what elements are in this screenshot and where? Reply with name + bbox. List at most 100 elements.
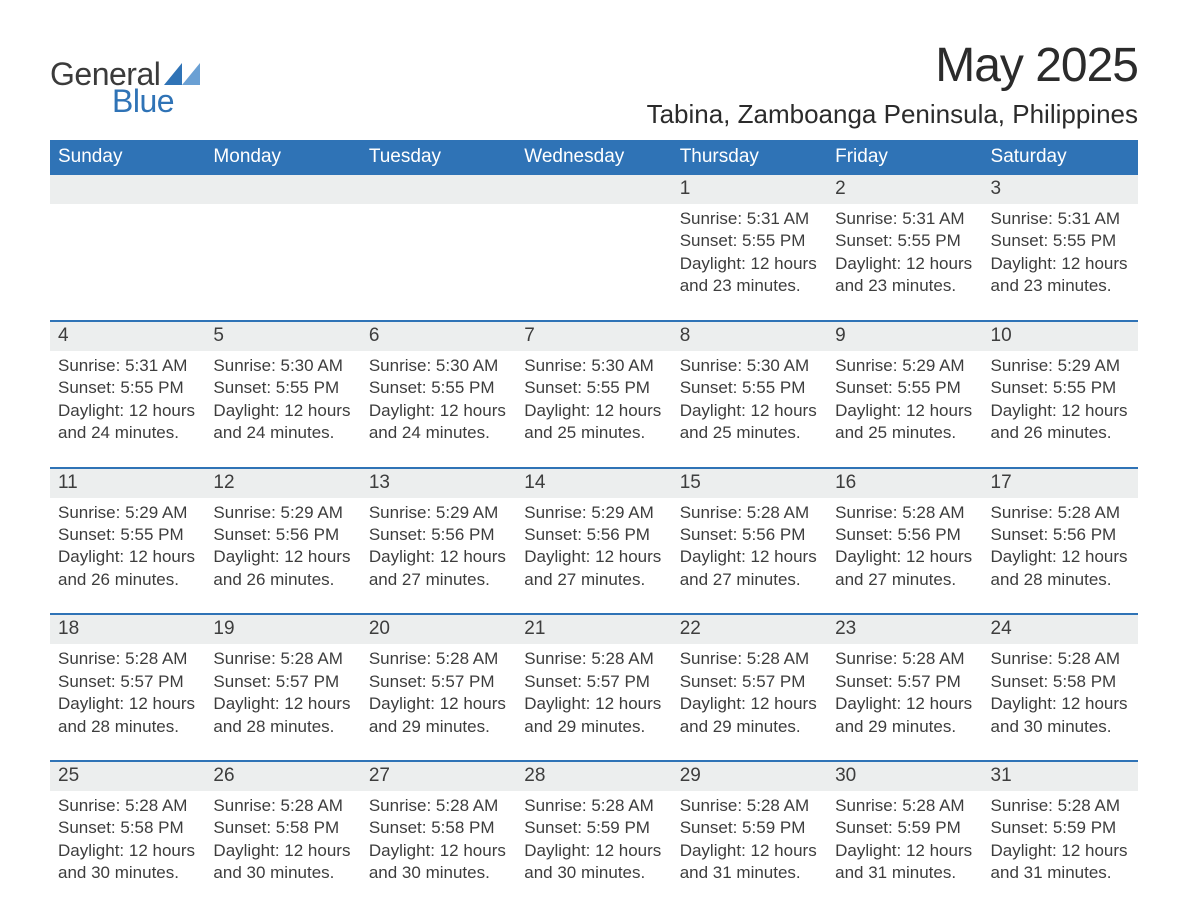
dow-wednesday: Wednesday [516,140,671,175]
daylight-line: Daylight: 12 hours and 28 minutes. [991,546,1130,591]
day-detail-cell: Sunrise: 5:28 AMSunset: 5:57 PMDaylight:… [827,644,982,761]
sunset-line: Sunset: 5:59 PM [524,817,663,839]
sunrise-line: Sunrise: 5:28 AM [369,795,508,817]
day-number: 4 [50,322,205,351]
location-subtitle: Tabina, Zamboanga Peninsula, Philippines [647,99,1138,130]
daylight-line: Daylight: 12 hours and 30 minutes. [524,840,663,885]
day-detail-row: Sunrise: 5:28 AMSunset: 5:58 PMDaylight:… [50,791,1138,907]
daylight-line: Daylight: 12 hours and 30 minutes. [58,840,197,885]
dow-thursday: Thursday [672,140,827,175]
day-detail-cell: Sunrise: 5:28 AMSunset: 5:58 PMDaylight:… [361,791,516,907]
sunrise-line: Sunrise: 5:30 AM [369,355,508,377]
empty-day-detail [205,204,360,321]
day-detail-cell: Sunrise: 5:28 AMSunset: 5:57 PMDaylight:… [50,644,205,761]
sunset-line: Sunset: 5:55 PM [991,230,1130,252]
day-detail-cell: Sunrise: 5:28 AMSunset: 5:59 PMDaylight:… [516,791,671,907]
day-number: 19 [205,615,360,644]
daylight-line: Daylight: 12 hours and 27 minutes. [524,546,663,591]
daylight-line: Daylight: 12 hours and 30 minutes. [369,840,508,885]
sunrise-line: Sunrise: 5:29 AM [524,502,663,524]
empty-day [50,175,205,204]
day-number: 27 [361,762,516,791]
sunset-line: Sunset: 5:57 PM [213,671,352,693]
sunset-line: Sunset: 5:55 PM [369,377,508,399]
sunset-line: Sunset: 5:59 PM [835,817,974,839]
day-number: 11 [50,469,205,498]
sunrise-line: Sunrise: 5:29 AM [58,502,197,524]
day-number: 3 [983,175,1138,204]
daylight-line: Daylight: 12 hours and 31 minutes. [680,840,819,885]
day-detail-cell: Sunrise: 5:31 AMSunset: 5:55 PMDaylight:… [827,204,982,321]
sunset-line: Sunset: 5:55 PM [991,377,1130,399]
sunset-line: Sunset: 5:58 PM [213,817,352,839]
sunset-line: Sunset: 5:55 PM [524,377,663,399]
day-detail-cell: Sunrise: 5:28 AMSunset: 5:57 PMDaylight:… [205,644,360,761]
sunrise-line: Sunrise: 5:28 AM [524,795,663,817]
day-detail-row: Sunrise: 5:31 AMSunset: 5:55 PMDaylight:… [50,351,1138,468]
sunrise-line: Sunrise: 5:28 AM [213,795,352,817]
daylight-line: Daylight: 12 hours and 26 minutes. [991,400,1130,445]
sunrise-line: Sunrise: 5:28 AM [524,648,663,670]
sunrise-line: Sunrise: 5:31 AM [835,208,974,230]
empty-day-detail [361,204,516,321]
sunrise-line: Sunrise: 5:30 AM [524,355,663,377]
day-detail-cell: Sunrise: 5:29 AMSunset: 5:55 PMDaylight:… [983,351,1138,468]
sunrise-line: Sunrise: 5:30 AM [213,355,352,377]
sunset-line: Sunset: 5:57 PM [58,671,197,693]
day-number: 8 [672,322,827,351]
day-detail-row: Sunrise: 5:31 AMSunset: 5:55 PMDaylight:… [50,204,1138,321]
sunset-line: Sunset: 5:55 PM [213,377,352,399]
day-detail-cell: Sunrise: 5:31 AMSunset: 5:55 PMDaylight:… [50,351,205,468]
day-number: 9 [827,322,982,351]
sunrise-line: Sunrise: 5:28 AM [58,648,197,670]
day-detail-cell: Sunrise: 5:30 AMSunset: 5:55 PMDaylight:… [205,351,360,468]
day-number: 16 [827,469,982,498]
day-number: 22 [672,615,827,644]
sunrise-line: Sunrise: 5:28 AM [680,795,819,817]
header: General Blue May 2025 Tabina, Zamboanga … [50,38,1138,140]
day-number: 5 [205,322,360,351]
sunrise-line: Sunrise: 5:28 AM [991,795,1130,817]
day-number: 14 [516,469,671,498]
month-title: May 2025 [647,38,1138,93]
day-number: 2 [827,175,982,204]
day-detail-cell: Sunrise: 5:29 AMSunset: 5:55 PMDaylight:… [50,498,205,615]
day-number: 30 [827,762,982,791]
daylight-line: Daylight: 12 hours and 29 minutes. [680,693,819,738]
sunrise-line: Sunrise: 5:31 AM [680,208,819,230]
day-number: 12 [205,469,360,498]
daylight-line: Daylight: 12 hours and 25 minutes. [835,400,974,445]
day-detail-cell: Sunrise: 5:28 AMSunset: 5:56 PMDaylight:… [672,498,827,615]
sunrise-line: Sunrise: 5:28 AM [680,502,819,524]
empty-day-detail [516,204,671,321]
daylight-line: Daylight: 12 hours and 29 minutes. [369,693,508,738]
daylight-line: Daylight: 12 hours and 27 minutes. [835,546,974,591]
sunrise-line: Sunrise: 5:28 AM [835,795,974,817]
sunset-line: Sunset: 5:57 PM [680,671,819,693]
daylight-line: Daylight: 12 hours and 27 minutes. [369,546,508,591]
sunset-line: Sunset: 5:56 PM [524,524,663,546]
sunrise-line: Sunrise: 5:28 AM [835,502,974,524]
empty-day-detail [50,204,205,321]
empty-day [361,175,516,204]
calendar-table: Sunday Monday Tuesday Wednesday Thursday… [50,140,1138,907]
day-number: 26 [205,762,360,791]
sunrise-line: Sunrise: 5:28 AM [369,648,508,670]
sunset-line: Sunset: 5:56 PM [835,524,974,546]
day-detail-cell: Sunrise: 5:28 AMSunset: 5:58 PMDaylight:… [205,791,360,907]
sunset-line: Sunset: 5:58 PM [369,817,508,839]
sunset-line: Sunset: 5:55 PM [58,377,197,399]
day-number-row: 18192021222324 [50,615,1138,644]
sunset-line: Sunset: 5:55 PM [680,377,819,399]
dow-sunday: Sunday [50,140,205,175]
dow-monday: Monday [205,140,360,175]
sunset-line: Sunset: 5:56 PM [369,524,508,546]
day-number: 1 [672,175,827,204]
day-number-row: 123 [50,175,1138,204]
day-number: 29 [672,762,827,791]
day-detail-cell: Sunrise: 5:30 AMSunset: 5:55 PMDaylight:… [516,351,671,468]
sunrise-line: Sunrise: 5:28 AM [58,795,197,817]
sunset-line: Sunset: 5:57 PM [835,671,974,693]
sunrise-line: Sunrise: 5:28 AM [213,648,352,670]
daylight-line: Daylight: 12 hours and 30 minutes. [213,840,352,885]
